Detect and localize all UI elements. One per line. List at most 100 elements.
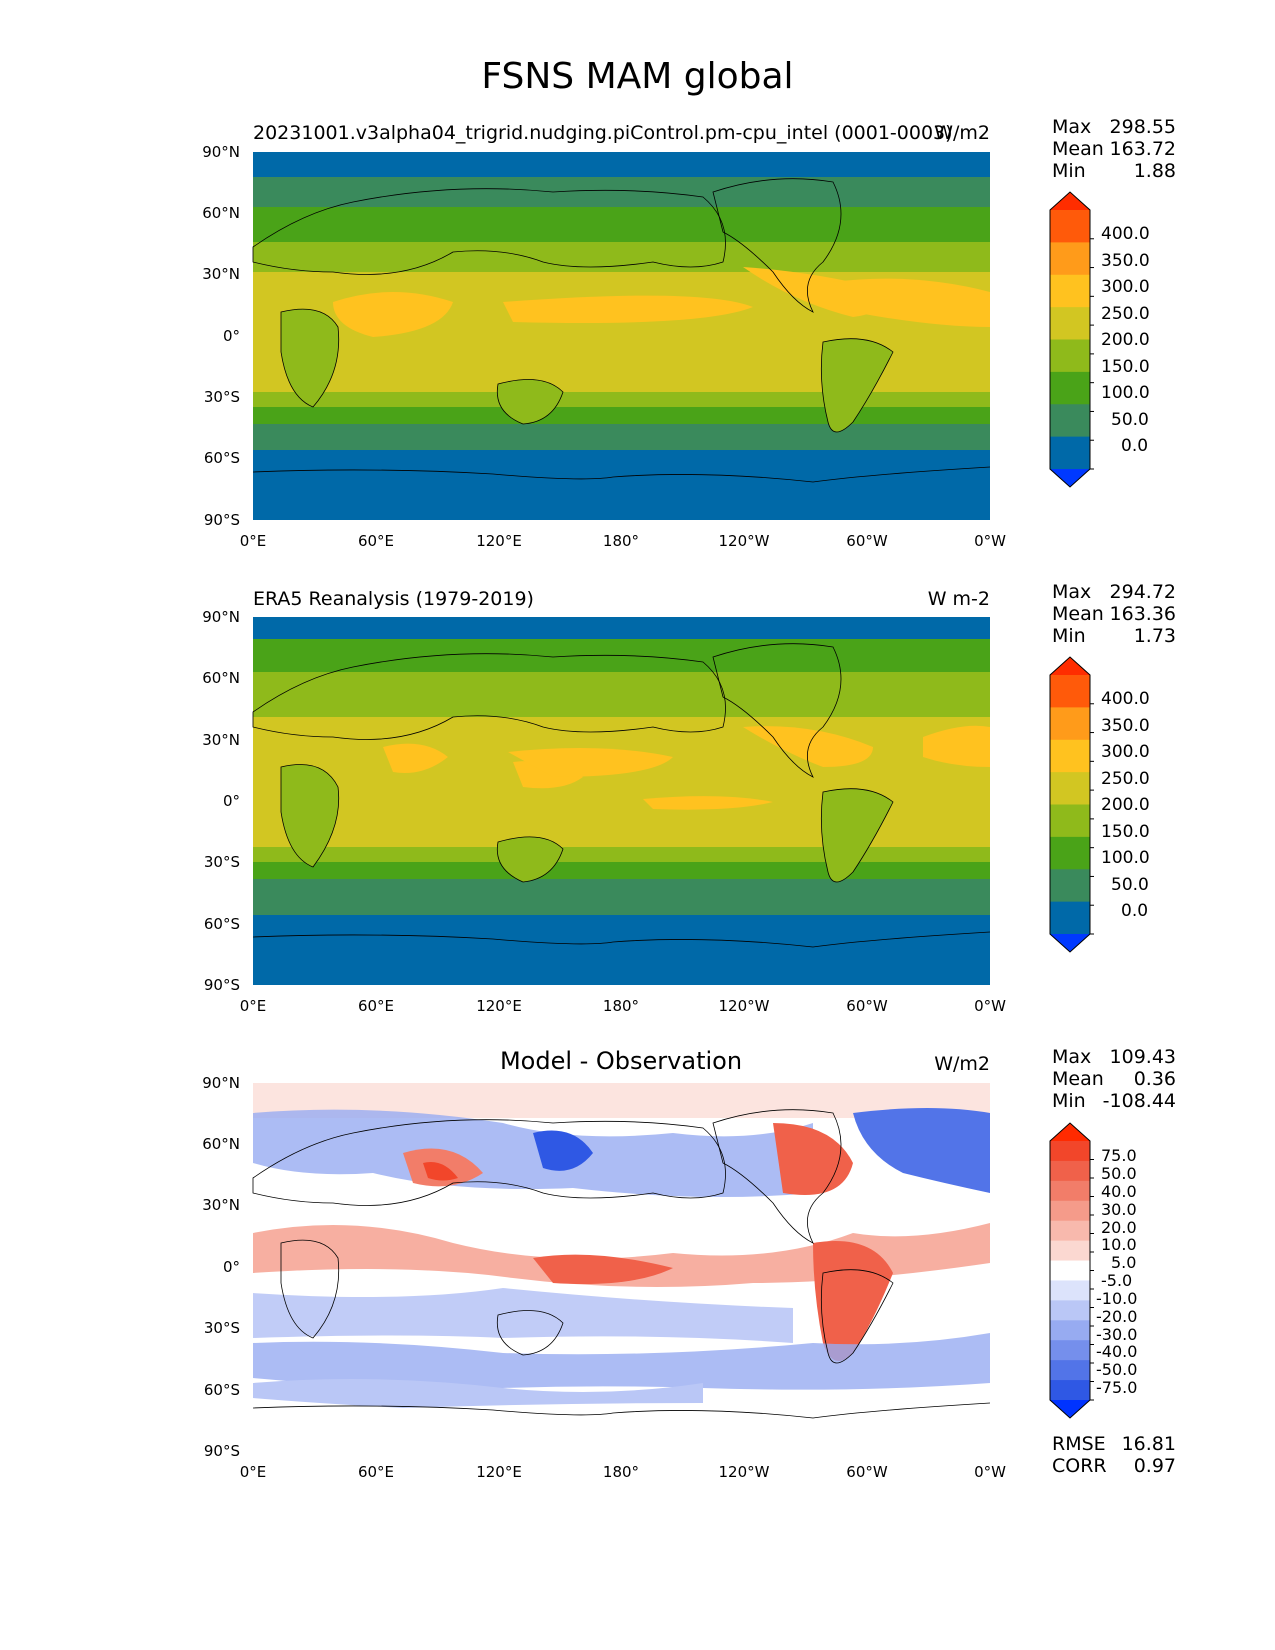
model-cbar-label: 100.0 — [1101, 383, 1150, 403]
diff-mean-value: 0.36 — [1133, 1068, 1176, 1090]
colorbar-segment — [1050, 707, 1090, 741]
model-cbar-label: 200.0 — [1101, 330, 1150, 350]
model-mean-label: Mean — [1052, 138, 1104, 160]
diff-cbar-label: -75.0 — [1096, 1378, 1138, 1397]
obs-cbar-label: 200.0 — [1101, 795, 1150, 815]
diff-map — [252, 1083, 991, 1451]
obs-cbar-label: 400.0 — [1101, 689, 1150, 709]
colorbar-segment — [1050, 1141, 1090, 1162]
colorbar-segment — [1050, 436, 1090, 470]
diff-min-label: Min — [1052, 1090, 1086, 1112]
obs-xtick-60e: 60°E — [357, 997, 395, 1015]
diff-max-value: 109.43 — [1109, 1046, 1176, 1068]
colorbar-segment — [1050, 869, 1090, 903]
model-cbar-label: 150.0 — [1101, 357, 1150, 377]
model-map — [252, 152, 991, 520]
obs-cbar-label: 250.0 — [1101, 769, 1150, 789]
model-panel-title: 20231001.v3alpha04_trigrid.nudging.piCon… — [253, 122, 953, 144]
diff-cbar-label: -5.0 — [1101, 1271, 1133, 1290]
model-cbar-label: 250.0 — [1101, 304, 1150, 324]
model-ytick-0: 0° — [222, 327, 240, 345]
colorbar-extend-max — [1050, 657, 1090, 675]
diff-ytick-30n: 30°N — [202, 1196, 240, 1214]
diff-cbar-label: -20.0 — [1096, 1307, 1138, 1326]
diff-xtick-60w: 60°W — [846, 1463, 888, 1481]
colorbar-segment — [1050, 1260, 1090, 1281]
model-max-label: Max — [1052, 116, 1092, 138]
figure-title: FSNS MAM global — [481, 56, 794, 97]
model-max-value: 298.55 — [1109, 116, 1176, 138]
colorbar-segment — [1050, 739, 1090, 773]
model-xtick-180: 180° — [602, 532, 640, 550]
obs-panel-units: W m-2 — [927, 588, 990, 610]
diff-colorbar — [1049, 1122, 1094, 1419]
diff-cbar-label: 10.0 — [1101, 1235, 1137, 1254]
obs-xtick-120e: 120°E — [476, 997, 522, 1015]
model-ytick-30s: 30°S — [203, 388, 240, 406]
colorbar-segment — [1050, 804, 1090, 838]
diff-cbar-label: 50.0 — [1101, 1164, 1137, 1183]
diff-cbar-label: -30.0 — [1096, 1325, 1138, 1344]
colorbar-segment — [1050, 307, 1090, 340]
diff-cbar-label: 5.0 — [1111, 1253, 1137, 1272]
obs-ytick-60n: 60°N — [202, 669, 240, 687]
obs-ytick-90n: 90°N — [202, 608, 240, 626]
diff-xtick-60e: 60°E — [357, 1463, 395, 1481]
diff-cbar-label: -40.0 — [1096, 1342, 1138, 1361]
colorbar-segment — [1050, 1180, 1090, 1202]
obs-xtick-120w: 120°W — [718, 997, 770, 1015]
diff-ytick-0: 0° — [222, 1258, 240, 1276]
model-panel-units: W/m2 — [934, 122, 990, 144]
diff-ytick-30s: 30°S — [203, 1319, 240, 1337]
obs-mean-value: 163.36 — [1109, 603, 1176, 625]
model-cbar-label: 400.0 — [1101, 224, 1150, 244]
diff-cbar-label: -50.0 — [1096, 1360, 1138, 1379]
obs-cbar-label: 300.0 — [1101, 742, 1150, 762]
obs-cbar-label: 350.0 — [1101, 716, 1150, 736]
diff-cbar-label: 40.0 — [1101, 1182, 1137, 1201]
colorbar-segment — [1050, 901, 1090, 935]
colorbar-segment — [1050, 274, 1090, 308]
diff-cbar-label: 75.0 — [1101, 1146, 1137, 1165]
model-xtick-120e: 120°E — [476, 532, 522, 550]
colorbar-extend-max — [1050, 1123, 1090, 1141]
model-colorbar — [1049, 191, 1094, 488]
colorbar-segment — [1050, 1280, 1090, 1301]
diff-cbar-label: 30.0 — [1101, 1200, 1137, 1219]
colorbar-segment — [1050, 1380, 1090, 1401]
diff-corr-value: 0.97 — [1133, 1455, 1176, 1477]
diff-mean-label: Mean — [1052, 1068, 1104, 1090]
model-xtick-0e: 0°E — [239, 532, 267, 550]
model-cbar-label: 300.0 — [1101, 277, 1150, 297]
colorbar-extend-min — [1050, 934, 1090, 952]
diff-xtick-0w: 0°W — [974, 1463, 1006, 1481]
model-ytick-30n: 30°N — [202, 265, 240, 283]
diff-xtick-120w: 120°W — [718, 1463, 770, 1481]
obs-max-value: 294.72 — [1109, 581, 1176, 603]
colorbar-extend-min — [1050, 1400, 1090, 1418]
colorbar-segment — [1050, 1200, 1090, 1222]
model-xtick-120w: 120°W — [718, 532, 770, 550]
diff-cbar-label: -10.0 — [1096, 1289, 1138, 1308]
colorbar-segment — [1050, 772, 1090, 805]
colorbar-segment — [1050, 1160, 1090, 1182]
obs-ytick-0: 0° — [222, 792, 240, 810]
diff-max-label: Max — [1052, 1046, 1092, 1068]
colorbar-segment — [1050, 675, 1090, 708]
obs-mean-label: Mean — [1052, 603, 1104, 625]
model-cbar-label: 50.0 — [1111, 410, 1149, 430]
model-ytick-60n: 60°N — [202, 204, 240, 222]
obs-xtick-0e: 0°E — [239, 997, 267, 1015]
colorbar-segment — [1050, 242, 1090, 276]
colorbar-segment — [1050, 371, 1090, 405]
model-xtick-0w: 0°W — [974, 532, 1006, 550]
diff-xtick-0e: 0°E — [239, 1463, 267, 1481]
diff-min-value: -108.44 — [1102, 1090, 1176, 1112]
obs-map — [252, 617, 991, 985]
colorbar-extend-min — [1050, 469, 1090, 487]
obs-xtick-60w: 60°W — [846, 997, 888, 1015]
diff-ytick-60s: 60°S — [203, 1381, 240, 1399]
colorbar-segment — [1050, 836, 1090, 870]
obs-cbar-label: 100.0 — [1101, 848, 1150, 868]
diff-ytick-90n: 90°N — [202, 1074, 240, 1092]
